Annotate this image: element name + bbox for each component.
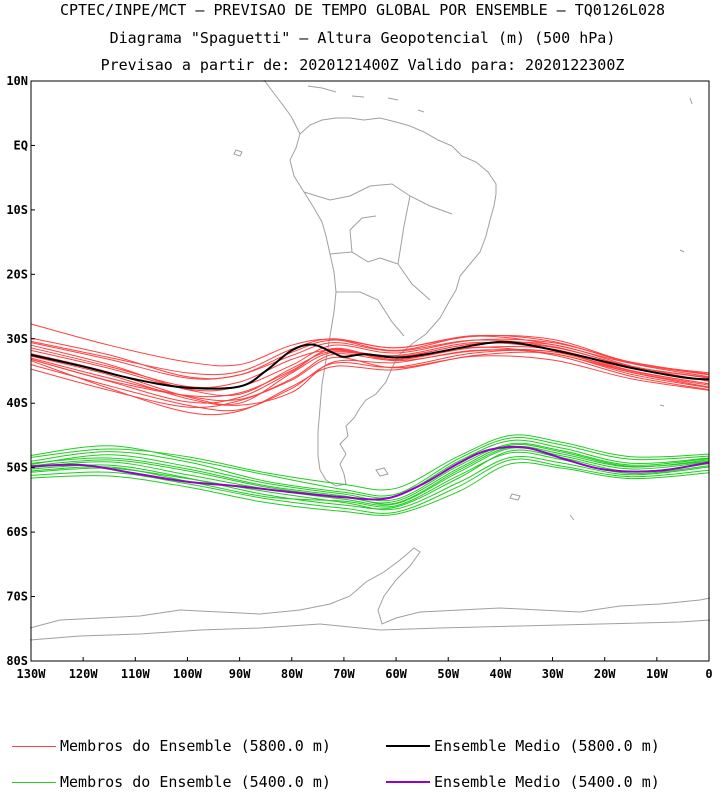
lat-label-10s: 10S bbox=[6, 203, 28, 217]
member-line-5400-10 bbox=[30, 442, 710, 502]
lon-label-100w: 100W bbox=[173, 667, 203, 681]
legend-swatch-purple bbox=[386, 781, 430, 783]
legend-swatch-green bbox=[12, 781, 56, 783]
lat-label-60s: 60S bbox=[6, 525, 28, 539]
coastline-layer bbox=[29, 79, 711, 641]
ensemble-members-5400 bbox=[30, 434, 710, 516]
legend-label: Ensemble Medio (5800.0 m) bbox=[434, 737, 660, 755]
lon-label-40w: 40W bbox=[490, 667, 512, 681]
member-line-5400-1 bbox=[30, 437, 710, 497]
lon-label-90w: 90W bbox=[229, 667, 251, 681]
legend-item-mean-5400: Ensemble Medio (5400.0 m) bbox=[386, 773, 660, 791]
lon-label-50w: 50W bbox=[437, 667, 459, 681]
legend-item-mean-5800: Ensemble Medio (5800.0 m) bbox=[386, 737, 660, 755]
member-line-5800-12 bbox=[30, 339, 710, 380]
lon-label-20w: 20W bbox=[594, 667, 616, 681]
latitude-axis: 10N EQ 10S 20S 30S 40S 50S 60S 70S 80S bbox=[6, 74, 35, 668]
member-line-5400-9 bbox=[30, 458, 710, 514]
legend-label: Ensemble Medio (5400.0 m) bbox=[434, 773, 660, 791]
lat-label-80s: 80S bbox=[6, 654, 28, 668]
south-america-coast bbox=[289, 133, 497, 487]
lat-label-50s: 50S bbox=[6, 461, 28, 475]
member-line-5800-13 bbox=[30, 349, 710, 412]
antarctica-coast bbox=[29, 547, 711, 629]
lat-label-10n: 10N bbox=[6, 74, 28, 88]
legend-item-members-5400: Membros do Ensemble (5400.0 m) bbox=[12, 773, 331, 791]
lat-label-eq: EQ bbox=[14, 138, 28, 152]
member-line-5400-12 bbox=[30, 443, 710, 504]
lon-label-80w: 80W bbox=[281, 667, 303, 681]
ensemble-members-5800 bbox=[30, 323, 710, 416]
legend-swatch-black bbox=[386, 745, 430, 747]
lat-label-70s: 70S bbox=[6, 590, 28, 604]
lon-label-30w: 30W bbox=[542, 667, 564, 681]
country-borders bbox=[303, 183, 453, 337]
member-line-5400-7 bbox=[30, 434, 710, 491]
member-line-5800-9 bbox=[30, 351, 710, 416]
legend-swatch-red bbox=[12, 745, 56, 747]
lon-label-60w: 60W bbox=[385, 667, 407, 681]
lon-label-130w: 130W bbox=[17, 667, 47, 681]
member-line-5400-6 bbox=[30, 449, 710, 510]
legend-item-members-5800: Membros do Ensemble (5800.0 m) bbox=[12, 737, 331, 755]
member-line-5400-8 bbox=[30, 447, 710, 506]
lon-label-70w: 70W bbox=[333, 667, 355, 681]
falkland-islands bbox=[375, 467, 389, 477]
south-georgia bbox=[509, 493, 521, 501]
antarctica-inner bbox=[29, 619, 711, 641]
longitude-axis: 130W 120W 110W 100W 90W 80W 70W 60W 50W 40W 30W 20W… bbox=[17, 657, 713, 681]
lon-label-10w: 10W bbox=[646, 667, 668, 681]
member-line-5800-5 bbox=[30, 342, 710, 406]
lat-label-30s: 30S bbox=[6, 332, 28, 346]
member-line-5400-4 bbox=[30, 462, 710, 516]
caribbean-coast bbox=[299, 117, 453, 147]
central-america-coast bbox=[263, 79, 301, 135]
chart-title-line-2: Diagrama "Spaguetti" — Altura Geopotenci… bbox=[109, 29, 616, 47]
plot-frame bbox=[30, 80, 710, 662]
lat-label-40s: 40S bbox=[6, 396, 28, 410]
ensemble-mean-5400 bbox=[30, 445, 710, 501]
spaghetti-map: 10N EQ 10S 20S 30S 40S 50S 60S 70S 80S 130W 120W 11… bbox=[6, 74, 713, 681]
lon-label-120w: 120W bbox=[69, 667, 99, 681]
chart-title-line-3: Previsao a partir de: 2020121400Z Valido… bbox=[100, 56, 625, 74]
chart-title-line-1: CPTEC/INPE/MCT — PREVISAO DE TEMPO GLOBA… bbox=[59, 1, 666, 19]
member-line-5800-10 bbox=[30, 334, 710, 378]
member-line-5800-14 bbox=[30, 341, 710, 397]
legend-label: Membros do Ensemble (5800.0 m) bbox=[60, 737, 331, 755]
cloud-islands bbox=[233, 97, 693, 521]
legend-label: Membros do Ensemble (5400.0 m) bbox=[60, 773, 331, 791]
lon-label-0: 0 bbox=[705, 667, 712, 681]
lat-label-20s: 20S bbox=[6, 267, 28, 281]
ensemble-mean-5800 bbox=[30, 340, 710, 390]
member-line-5400-2 bbox=[30, 445, 710, 505]
caribbean-islands bbox=[307, 85, 425, 113]
lon-label-110w: 110W bbox=[121, 667, 151, 681]
member-line-5800-11 bbox=[30, 346, 710, 404]
member-line-5400-3 bbox=[30, 456, 710, 511]
member-line-5800-4 bbox=[30, 355, 710, 408]
